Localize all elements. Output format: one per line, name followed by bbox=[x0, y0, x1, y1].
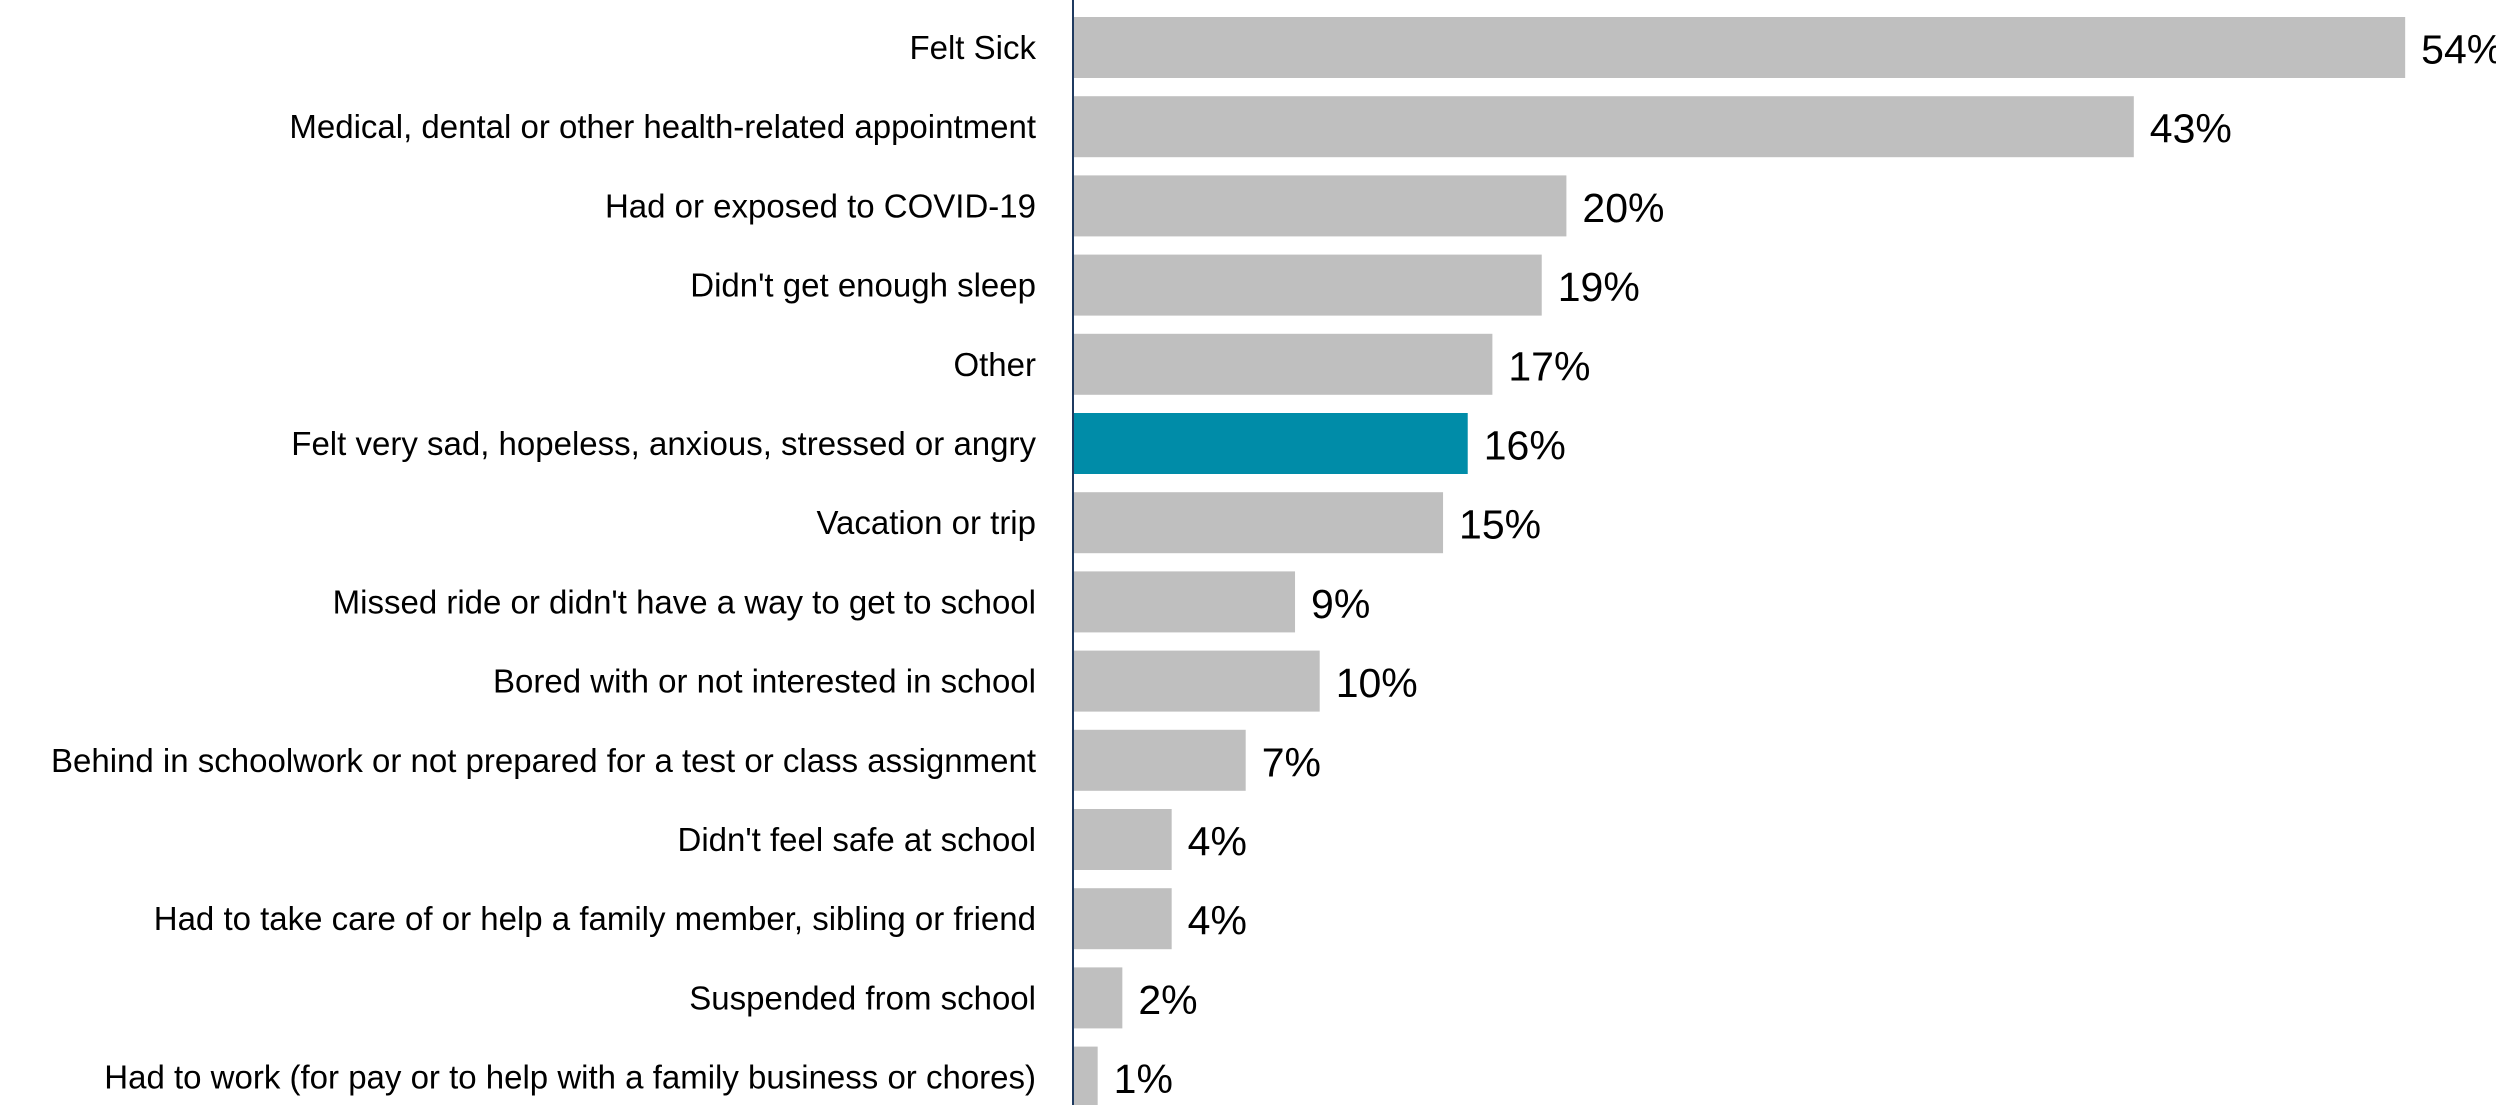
bar-didn-t-get-enough-sleep bbox=[1073, 254, 1542, 316]
category-label-behind-in-schoolwork-or-not-prepared-for-a-test-or-class-assignment: Behind in schoolwork or not prepared for… bbox=[51, 742, 1036, 779]
data-label-medical-dental-or-other-health-related-appointment: 43% bbox=[2150, 106, 2232, 152]
category-label-didn-t-feel-safe-at-school: Didn't feel safe at school bbox=[677, 821, 1036, 858]
category-label-suspended-from-school: Suspended from school bbox=[689, 979, 1036, 1016]
bar-had-to-work-for-pay-or-to-help-with-a-family-business-or-chores bbox=[1073, 1046, 1098, 1105]
data-label-didn-t-feel-safe-at-school: 4% bbox=[1188, 819, 1247, 865]
category-label-missed-ride-or-didn-t-have-a-way-to-get-to-school: Missed ride or didn't have a way to get … bbox=[333, 583, 1036, 620]
category-label-other: Other bbox=[953, 346, 1036, 383]
data-label-behind-in-schoolwork-or-not-prepared-for-a-test-or-class-assignment: 7% bbox=[1262, 739, 1321, 785]
data-label-missed-ride-or-didn-t-have-a-way-to-get-to-school: 9% bbox=[1311, 581, 1370, 627]
data-label-didn-t-get-enough-sleep: 19% bbox=[1558, 264, 1640, 310]
category-label-felt-sick: Felt Sick bbox=[909, 29, 1036, 66]
value-labels: 54% 43% 20% 19% 17% 16% 15% 9% 10% 7% 4% 4% 2% 1% bbox=[1114, 27, 2496, 1103]
bars-layer bbox=[1073, 17, 2406, 1105]
bar-missed-ride-or-didn-t-have-a-way-to-get-to-school bbox=[1073, 571, 1296, 633]
bar-bored-with-or-not-interested-in-school bbox=[1073, 650, 1320, 712]
data-label-felt-very-sad-hopeless-anxious-stressed-or-angry: 16% bbox=[1484, 423, 1566, 469]
category-label-had-to-work-for-pay-or-to-help-with-a-family-business-or-chores: Had to work (for pay or to help with a f… bbox=[104, 1059, 1036, 1096]
data-label-had-or-exposed-to-covid-19: 20% bbox=[1582, 185, 1664, 231]
data-label-bored-with-or-not-interested-in-school: 10% bbox=[1336, 660, 1418, 706]
category-label-had-or-exposed-to-covid-19: Had or exposed to COVID-19 bbox=[605, 187, 1036, 224]
data-label-had-to-take-care-of-or-help-a-family-member-sibling-or-friend: 4% bbox=[1188, 898, 1247, 944]
category-label-had-to-take-care-of-or-help-a-family-member-sibling-or-friend: Had to take care of or help a family mem… bbox=[154, 900, 1036, 937]
data-label-suspended-from-school: 2% bbox=[1138, 977, 1197, 1023]
bar-had-or-exposed-to-covid-19 bbox=[1073, 175, 1567, 237]
category-label-vacation-or-trip: Vacation or trip bbox=[817, 504, 1037, 541]
bar-suspended-from-school bbox=[1073, 967, 1123, 1029]
category-label-medical-dental-or-other-health-related-appointment: Medical, dental or other health-related … bbox=[289, 108, 1036, 145]
bar-felt-very-sad-hopeless-anxious-stressed-or-angry bbox=[1073, 413, 1468, 474]
data-label-other: 17% bbox=[1508, 343, 1590, 389]
bar-had-to-take-care-of-or-help-a-family-member-sibling-or-friend bbox=[1073, 888, 1172, 950]
data-label-vacation-or-trip: 15% bbox=[1459, 502, 1541, 548]
category-label-didn-t-get-enough-sleep: Didn't get enough sleep bbox=[690, 267, 1036, 304]
category-label-bored-with-or-not-interested-in-school: Bored with or not interested in school bbox=[493, 663, 1036, 700]
bar-other bbox=[1073, 333, 1493, 395]
category-labels: Felt Sick Medical, dental or other health… bbox=[51, 29, 1037, 1096]
bar-didn-t-feel-safe-at-school bbox=[1073, 809, 1172, 870]
data-label-had-to-work-for-pay-or-to-help-with-a-family-business-or-chores: 1% bbox=[1114, 1056, 1173, 1102]
bar-behind-in-schoolwork-or-not-prepared-for-a-test-or-class-assignment bbox=[1073, 729, 1246, 791]
data-label-felt-sick: 54% bbox=[2421, 27, 2496, 73]
bar-felt-sick bbox=[1073, 17, 2406, 78]
category-label-felt-very-sad-hopeless-anxious-stressed-or-angry: Felt very sad, hopeless, anxious, stress… bbox=[291, 425, 1036, 462]
bar-vacation-or-trip bbox=[1073, 492, 1444, 554]
bar-medical-dental-or-other-health-related-appointment bbox=[1073, 96, 2134, 158]
